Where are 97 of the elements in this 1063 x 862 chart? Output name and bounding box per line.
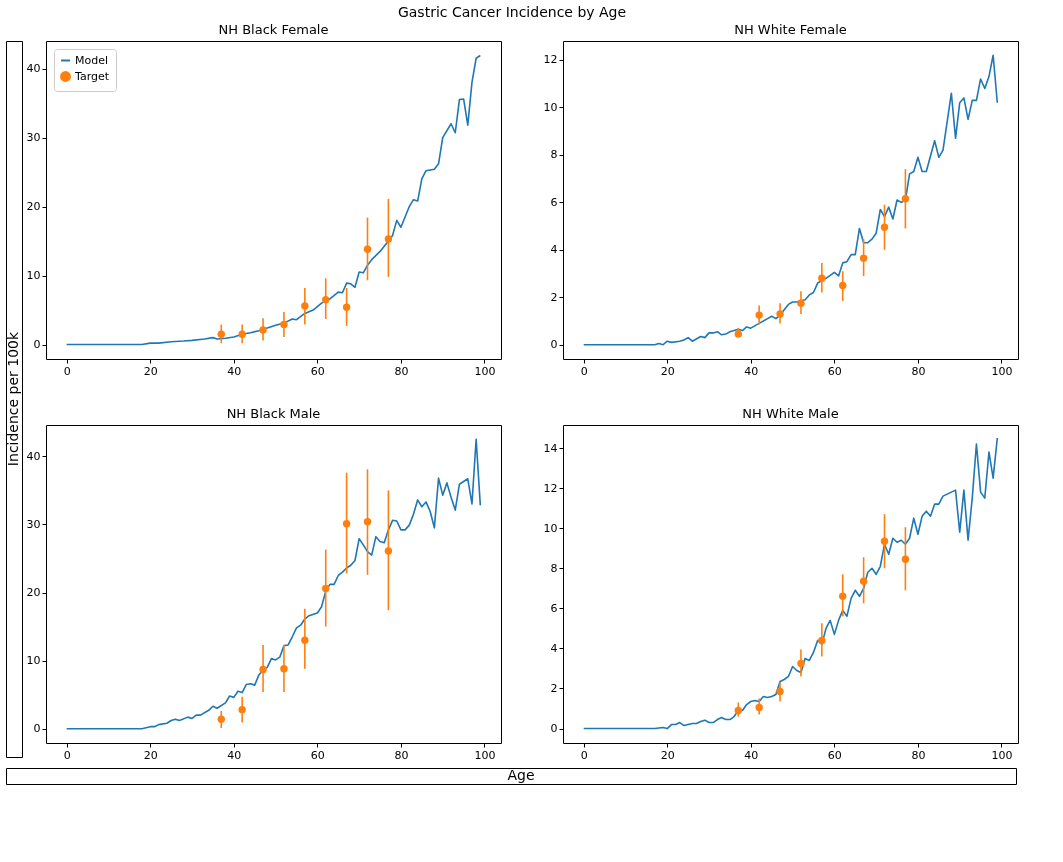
point	[797, 299, 805, 307]
x-tick-label: 0	[580, 364, 588, 378]
x-tick-label: 60	[827, 748, 842, 762]
y-tick-label: 2	[550, 682, 558, 695]
x-tick-label: 100	[991, 364, 1013, 378]
legend-label: Target	[74, 69, 110, 83]
y-tick-label: 10	[543, 521, 558, 535]
point	[859, 254, 868, 262]
point	[238, 330, 246, 338]
point	[322, 584, 330, 593]
y-tick-label: 8	[550, 561, 558, 575]
y-tick-label: 0	[550, 338, 558, 352]
y-tick-label: 10	[26, 654, 41, 668]
x-tick-label: 100	[474, 364, 496, 378]
point	[797, 659, 805, 668]
point	[259, 665, 267, 674]
text: Gastric Cancer Incidence by Age	[397, 3, 627, 20]
y-tick-label: 20	[26, 586, 41, 600]
point	[238, 705, 246, 714]
point	[859, 577, 868, 585]
x-tick-label: 80	[394, 364, 409, 378]
x-tick-label: 20	[143, 748, 158, 762]
point	[342, 520, 351, 528]
x-tick-label: 40	[227, 748, 242, 762]
y-tick-label: 14	[543, 441, 558, 455]
point	[901, 555, 910, 563]
point	[880, 537, 889, 545]
point	[839, 592, 847, 601]
y-tick-label: 12	[543, 481, 558, 495]
point	[259, 326, 267, 334]
point	[217, 330, 225, 338]
x-tick-label: 80	[394, 748, 409, 762]
y-tick-label: 30	[26, 517, 41, 531]
line-series	[582, 54, 999, 346]
point	[280, 665, 288, 673]
x-tick-label: 0	[63, 748, 71, 762]
x-tick-label: 0	[63, 364, 71, 378]
line-series	[65, 54, 482, 346]
point	[363, 245, 372, 254]
y-tick-label: 6	[550, 195, 558, 209]
point	[818, 274, 826, 283]
point	[818, 636, 826, 645]
y-axis-title: Incidence per 100k	[5, 330, 21, 467]
x-tick-label: 0	[580, 748, 588, 762]
y-tick-label: 12	[543, 53, 558, 67]
y-tick-label: 4	[550, 641, 558, 655]
legend-label: Model	[75, 53, 109, 67]
point	[880, 223, 889, 231]
x-tick-label: 100	[474, 748, 496, 762]
x-tick-label: 60	[310, 748, 325, 762]
y-tick-label: 40	[26, 449, 41, 463]
point	[734, 706, 742, 715]
point	[217, 715, 225, 723]
chart-title: NH Black Female	[218, 22, 329, 37]
x-tick-label: 80	[911, 364, 926, 378]
point	[301, 302, 309, 310]
line-series	[582, 437, 999, 730]
y-tick-label: 10	[26, 269, 41, 283]
point	[322, 295, 330, 304]
y-tick-label: 0	[33, 722, 41, 736]
x-tick-label: 20	[660, 364, 675, 378]
y-tick-label: 10	[543, 100, 558, 114]
chart-title: NH White Male	[742, 406, 839, 421]
point	[776, 310, 784, 318]
point	[301, 636, 309, 644]
point	[342, 303, 351, 311]
y-tick-label: 8	[550, 148, 558, 162]
x-tick-label: 40	[227, 364, 242, 378]
chart-title: NH Black Male	[226, 406, 321, 421]
y-tick-label: 2	[550, 290, 558, 304]
y-tick-label: 0	[550, 722, 558, 736]
x-axis-title: Age	[507, 767, 535, 783]
chart-title: NH White Female	[734, 22, 847, 37]
point	[839, 281, 847, 290]
y-tick-label: 40	[26, 62, 41, 76]
point	[776, 687, 784, 696]
y-tick-label: 30	[26, 131, 41, 145]
line-series	[65, 438, 482, 730]
point	[384, 235, 393, 243]
x-tick-label: 60	[827, 364, 842, 378]
point	[755, 311, 763, 319]
x-tick-label: 20	[143, 364, 158, 378]
y-tick-label: 0	[33, 338, 41, 352]
point	[280, 320, 288, 329]
y-tick-label: 20	[26, 200, 41, 214]
x-tick-label: 40	[744, 364, 759, 378]
point	[384, 547, 393, 555]
point	[901, 195, 910, 203]
point	[363, 517, 372, 526]
y-tick-label: 6	[550, 601, 558, 615]
point	[755, 703, 763, 712]
x-tick-label: 100	[991, 748, 1013, 762]
x-tick-label: 40	[744, 748, 759, 762]
x-tick-label: 20	[660, 748, 675, 762]
x-tick-label: 80	[911, 748, 926, 762]
x-tick-label: 60	[310, 364, 325, 378]
y-tick-label: 4	[550, 243, 558, 257]
